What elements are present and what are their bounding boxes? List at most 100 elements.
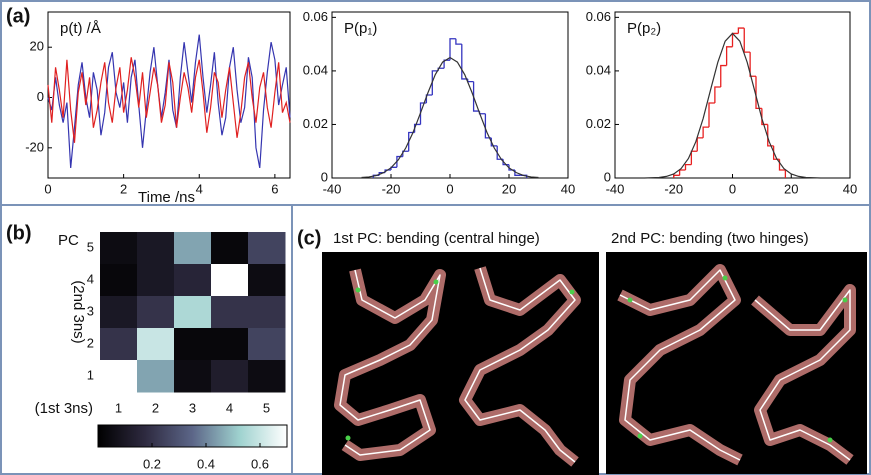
plot-title: P(p₂) [627,20,661,37]
x-tick-label: -40 [323,181,342,196]
x-tick-label: 6 [271,181,278,196]
x-axis-label: Time /ns [138,189,195,206]
histogram-bin [673,174,680,178]
histogram-bin [714,86,721,104]
backbone-trace [754,289,851,461]
y-tick-label: 0 [321,169,328,184]
y-tick-label: 0 [37,89,44,104]
x-tick-label: 40 [843,181,857,196]
histogram-bin [449,38,456,61]
heatmap-cell [211,296,249,329]
histogram-bin [461,44,468,80]
heatmap-cell [211,328,249,361]
atom [355,287,361,293]
fit-curve [361,56,539,179]
y-tick-label: 0 [604,169,611,184]
histogram-bin [472,81,480,112]
panel-label: (b) [6,222,32,244]
heatmap-cell [248,328,286,361]
backbone-trace [339,269,441,456]
heatmap-cell [137,360,175,393]
heatmap-cell [100,232,138,265]
histogram-bin [737,27,745,34]
colorbar-tick-label: 0.4 [197,456,215,471]
y-tick-label: 5 [87,239,94,254]
histogram-bin [443,59,450,69]
heatmap-cell [211,232,249,265]
x-tick-label: 40 [561,181,575,196]
x-tick-label: -40 [606,181,625,196]
heatmap-cell [100,360,138,393]
heatmap-cell [211,360,249,393]
y-tick-label: 0.06 [303,9,328,24]
histogram-bin [684,163,692,170]
colorbar [97,424,288,448]
heatmap-cell [248,360,286,393]
y-tick-label: 3 [87,303,94,318]
y-tick-label: 4 [87,271,94,286]
histogram-bin [431,70,439,95]
panel-label: (a) [6,5,30,27]
y-tick-label: 1 [87,367,94,382]
histogram-bin [749,52,756,77]
fit-curve [644,32,821,179]
heatmap-cell [137,232,175,265]
backbone [339,267,851,463]
histogram-bin [755,76,762,110]
y-axis-label: (2nd 3ns) [70,280,87,343]
histogram-bin [767,124,774,147]
x-tick-label: 2 [152,400,159,415]
colorbar-tick-label: 0.2 [143,456,161,471]
atom [627,297,633,303]
atom [827,437,833,443]
atoms [345,275,848,443]
x-axis-label: (1st 3ns) [35,400,93,417]
y-tick-label: 0.04 [586,62,611,77]
x-tick-label: -20 [664,181,683,196]
backbone-trace [464,267,576,463]
x-tick-label: 0 [446,181,453,196]
panel-title: 1st PC: bending (central hinge) [333,230,540,247]
histogram-bin [425,94,433,104]
heatmap-title: PC [58,232,79,249]
atom [569,289,575,295]
plot-frame [47,11,291,179]
heatmap-cell [248,264,286,297]
atom [637,433,643,439]
histogram-bin [402,150,409,157]
heatmap-cell [174,296,212,329]
atom [842,297,848,303]
histogram-bin [725,46,733,66]
y-tick-label: 0.04 [303,62,328,77]
y-tick-label: 20 [30,39,44,54]
data-line [47,57,291,143]
y-tick-label: 0.06 [586,9,611,24]
histogram-bin [702,126,709,138]
heatmap-cell [211,264,249,297]
y-tick-label: 0.02 [303,116,328,131]
y-tick-label: 2 [87,335,94,350]
panel-label: (c) [297,227,321,249]
histogram-bin [455,38,462,45]
structure-image [322,252,867,475]
y-tick-label: 0.02 [586,116,611,131]
x-tick-label: 4 [226,400,233,415]
heatmap-cell [174,360,212,393]
histogram-bin [778,159,787,178]
atom [722,275,728,281]
heatmap-cell [100,296,138,329]
colorbar-tick-label: 0.6 [251,456,269,471]
x-tick-label: 5 [263,400,270,415]
atom [433,279,439,285]
plot-title: P(p₁) [344,20,377,37]
x-tick-label: 0 [44,181,51,196]
histogram-bin [761,108,768,126]
heatmap-cell [137,264,175,297]
histogram-bin [720,64,727,87]
data-line [47,34,291,169]
heatmap-cell [137,328,175,361]
heatmap-cell [174,264,212,297]
plot-title: p(t) /Å [60,20,101,37]
heatmap-cell [100,264,138,297]
